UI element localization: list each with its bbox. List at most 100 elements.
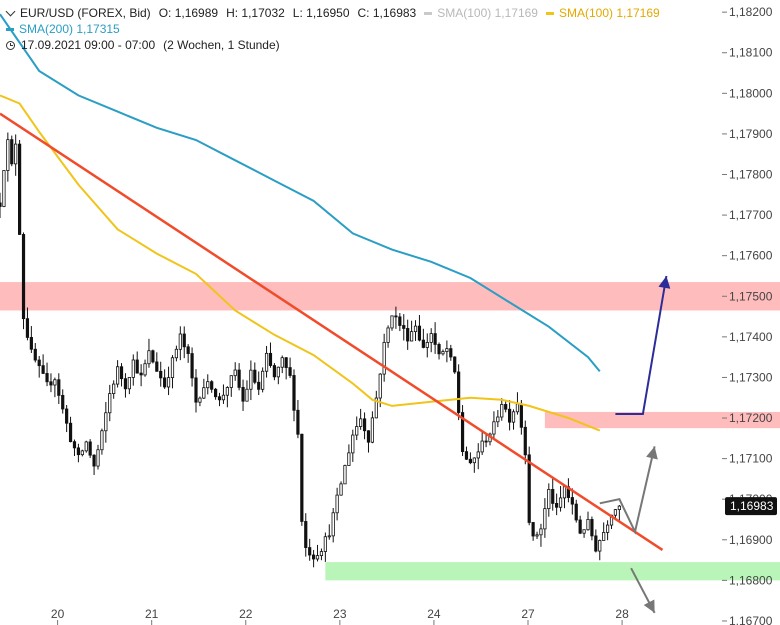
candle-body <box>574 503 578 521</box>
candle-body <box>65 408 69 424</box>
y-tick-label: 1,17700 <box>729 208 773 222</box>
candle-body <box>319 551 324 557</box>
candle <box>523 420 527 465</box>
candle <box>574 499 578 523</box>
time-axis[interactable]: 20 21 22 23 24 27 28 <box>51 607 629 625</box>
candle-body <box>241 387 245 402</box>
candle-body <box>594 535 598 552</box>
candle <box>33 343 37 363</box>
candle <box>0 192 2 219</box>
candle <box>80 449 84 457</box>
candle-body <box>14 143 18 165</box>
candle <box>135 351 139 374</box>
candle-body <box>445 348 449 352</box>
sma100-label[interactable]: SMA(100) 1,17169 <box>558 6 660 20</box>
candle <box>492 411 496 440</box>
candle <box>339 481 343 496</box>
candle-body <box>535 534 539 537</box>
candle <box>441 349 445 356</box>
price-axis[interactable]: 1,18200 1,18100 1,18000 1,17900 1,17800 1,177… <box>722 5 773 625</box>
sma200-swatch <box>6 27 14 31</box>
scenario-up-arrow-path <box>615 275 668 415</box>
candle <box>221 384 226 404</box>
candle <box>409 320 414 342</box>
candle <box>362 412 367 440</box>
clock-icon <box>6 40 15 50</box>
candle <box>170 355 175 389</box>
candle-body <box>417 325 422 341</box>
candle-body <box>131 359 135 378</box>
candle <box>213 387 218 400</box>
candle-body <box>53 379 57 386</box>
candle <box>112 380 116 399</box>
candle-body <box>413 325 418 333</box>
candle <box>370 411 375 444</box>
y-tick-label: 1,17600 <box>729 249 773 263</box>
candle-body <box>531 522 535 537</box>
candle-body <box>76 447 80 456</box>
candle-body <box>198 397 202 403</box>
chevron-down-icon[interactable] <box>5 6 16 17</box>
candle-body <box>143 363 147 376</box>
candle <box>143 359 147 377</box>
candle <box>190 347 194 387</box>
candle-body <box>315 555 320 560</box>
overlays-layer <box>0 13 671 614</box>
candle <box>449 344 453 361</box>
candle <box>570 488 574 515</box>
candle <box>300 433 304 526</box>
candle <box>464 446 469 461</box>
candle <box>108 384 112 422</box>
candle-body <box>527 454 531 523</box>
candle <box>155 352 159 372</box>
scenario-rebound-arrow-head <box>646 446 658 460</box>
candle-body <box>378 373 382 399</box>
candle-body <box>17 143 22 235</box>
candle <box>92 454 96 475</box>
sma100-muted-label[interactable]: SMA(100) 1,17169 <box>437 6 538 20</box>
candle <box>394 306 398 329</box>
candle <box>159 361 163 387</box>
candle-body <box>186 346 190 354</box>
candle <box>65 405 69 433</box>
candle <box>178 326 182 361</box>
candle-body <box>359 418 363 427</box>
candle <box>45 362 49 387</box>
candle <box>84 440 88 453</box>
scenario-rebound-arrow-path <box>599 446 656 535</box>
y-tick-label: 1,17100 <box>729 452 773 466</box>
candle-body <box>182 333 186 348</box>
candle-body <box>116 366 120 385</box>
candle-body <box>135 359 139 374</box>
candle <box>131 354 135 386</box>
candle <box>88 439 92 459</box>
candle <box>445 340 449 363</box>
candle-body <box>272 365 277 378</box>
candle <box>425 333 429 358</box>
candle-body <box>163 377 167 388</box>
candle-body <box>88 441 92 456</box>
x-tick-label: 24 <box>427 607 441 621</box>
candle-body <box>170 357 175 379</box>
y-tick-label: 1,17400 <box>729 330 773 344</box>
candle-body <box>323 536 327 552</box>
candle-body <box>49 381 53 386</box>
candle-body <box>457 371 461 413</box>
candle-body <box>6 139 10 171</box>
candle <box>578 515 582 535</box>
candle <box>496 410 500 428</box>
candle <box>527 446 531 526</box>
candle-body <box>159 370 163 379</box>
candle <box>116 360 120 388</box>
candle <box>386 325 390 348</box>
candle <box>49 373 53 393</box>
candle-body <box>496 416 500 423</box>
chart-legend: EUR/USD (FOREX, Bid) O: 1,16989 H: 1,170… <box>5 5 660 53</box>
y-tick-label: 1,17900 <box>729 127 773 141</box>
candle <box>535 531 539 539</box>
sma200-label[interactable]: SMA(200) 1,17315 <box>19 22 120 36</box>
candle-body <box>547 489 551 510</box>
candle-body <box>21 234 26 320</box>
candle-body <box>347 452 351 466</box>
